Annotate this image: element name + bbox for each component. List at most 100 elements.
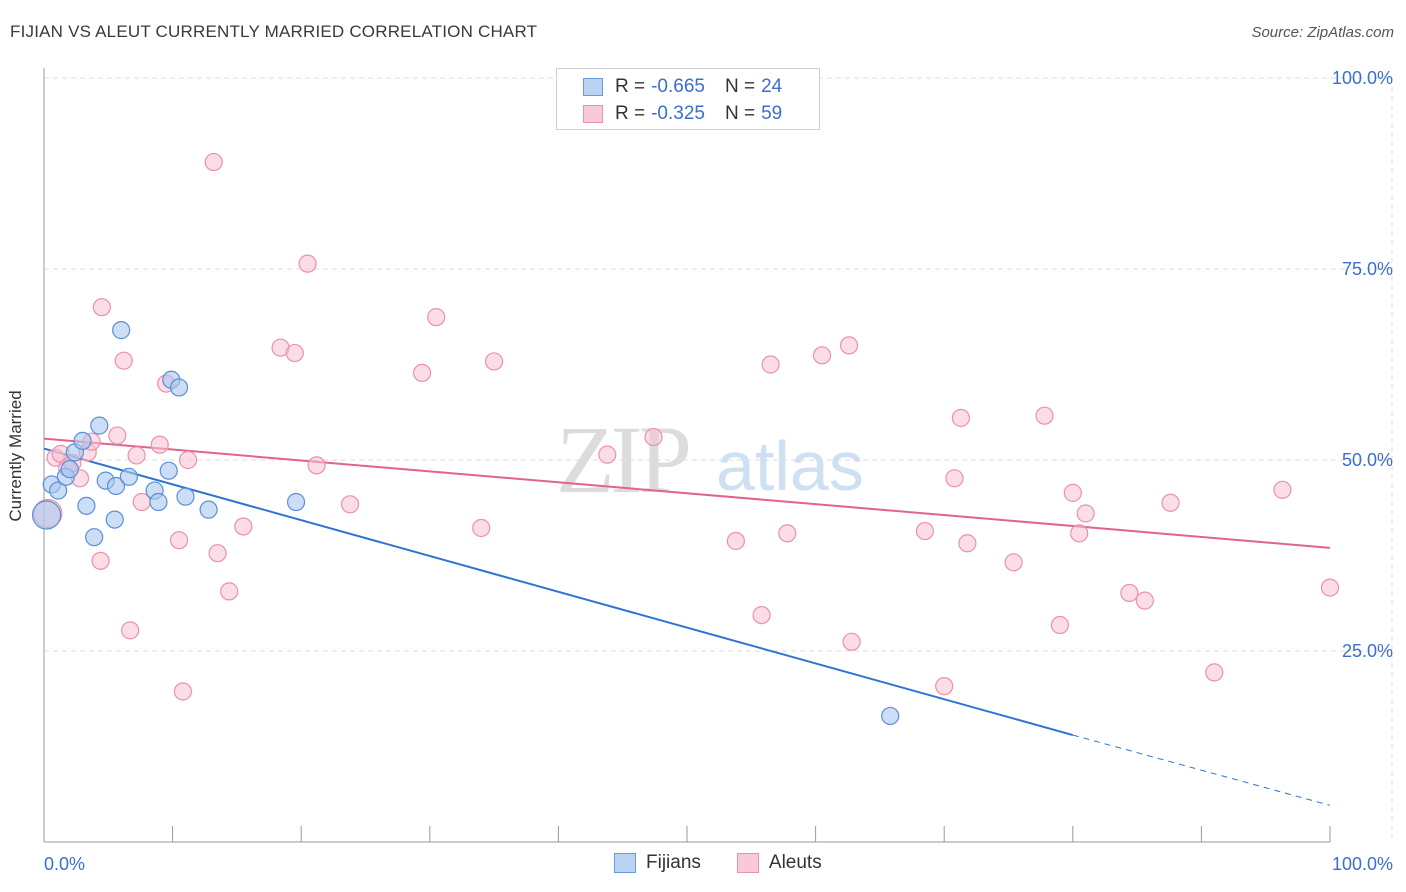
fijian-point [31,500,62,530]
aleut-point [951,408,971,428]
stats-row-aleuts: R = -0.325 N = 59 [583,102,782,126]
aleut-point [114,351,133,370]
r-label: R = [615,103,646,124]
aleut-point [150,435,169,454]
watermark-atlas: atlas [716,427,864,505]
aleut-point [1076,504,1095,523]
aleut-point [1035,406,1054,425]
aleut-point [1070,524,1089,543]
trend-lines [43,437,1331,806]
aleuts-legend-swatch [736,853,759,873]
y-tick-label: 25.0% [1342,641,1393,661]
fijian-point [73,431,92,450]
aleut-point [127,446,146,465]
aleut-point [1050,615,1070,635]
data-points [31,152,1340,726]
fijian-point [159,461,178,480]
fijians-trend-line [43,447,1074,737]
fijian-point [77,496,96,515]
aleut-point [485,352,504,371]
aleut-point [644,427,663,447]
aleut-point [1135,591,1154,610]
r-value: -0.665 [651,76,705,97]
legend-item-aleuts[interactable]: Aleuts [736,852,822,874]
aleut-point [178,450,198,470]
aleut-point [752,605,771,625]
r-label: R = [615,76,646,97]
fijians-swatch [583,78,603,96]
aleuts-trend-line [43,437,1331,549]
legend-label-fijians: Fijians [646,852,701,873]
aleut-point [169,531,189,550]
y-tick-label: 50.0% [1342,450,1393,470]
stats-legend: R = -0.665 N = 24 R = -0.325 N = 59 [556,68,820,130]
n-label: N = [724,103,756,124]
fijian-point [112,321,131,340]
aleut-point [812,346,832,365]
fijians-trend-extension [1072,734,1331,806]
fijian-point [286,492,306,512]
aleut-point [340,495,360,514]
aleut-point [1063,483,1082,502]
aleut-point [298,254,317,273]
aleut-point [1161,493,1180,512]
fijian-point [49,481,68,500]
x-tick-label: 100.0% [1332,854,1393,874]
aleut-point [839,336,859,355]
aleut-point [204,152,223,172]
source-credit: Source: ZipAtlas.com [1251,24,1394,41]
aleut-point [1320,578,1340,597]
fijian-point [60,460,79,479]
fijian-point [106,476,126,496]
aleut-point [173,682,192,701]
x-tick-label: 0.0% [44,854,85,874]
aleut-point [1205,663,1224,682]
y-tick-label: 100.0% [1332,68,1393,88]
n-value: 59 [761,103,783,124]
fijian-point [169,378,189,397]
fijian-point [199,500,218,519]
aleut-point [92,298,111,317]
aleut-point [91,551,110,570]
fijian-point [90,416,109,435]
aleut-point [208,544,227,563]
legend-label-aleuts: Aleuts [768,852,822,873]
aleut-point [945,469,964,488]
fijian-point [149,492,168,512]
n-value: 24 [761,76,783,97]
axes [43,68,1331,843]
chart-title: FIJIAN VS ALEUT CURRENTLY MARRIED CORREL… [10,22,538,41]
stats-row-fijians: R = -0.665 N = 24 [583,75,782,99]
watermark-zip: ZIP [556,406,689,513]
fijian-point [119,467,138,486]
aleut-point [761,355,780,374]
aleut-point [307,456,326,475]
legend-item-fijians[interactable]: Fijians [614,852,701,874]
aleut-point [1273,480,1292,499]
aleut-point [220,582,239,601]
aleut-point [121,621,140,640]
aleut-point [778,524,797,543]
aleut-point [427,308,446,327]
aleut-point [234,517,253,536]
aleut-point [935,677,954,696]
aleut-point [1004,553,1023,572]
series-legend: Fijians Aleuts [614,852,858,874]
aleut-point [915,521,935,541]
fijian-point [881,706,900,726]
aleut-point [108,426,127,445]
aleut-point [412,363,432,383]
tick-labels: 25.0% 50.0% 75.0% 100.0% 0.0% 100.0% [44,68,1393,874]
fijians-legend-swatch [614,853,636,873]
aleuts-swatch [583,105,603,123]
aleut-point [472,518,491,538]
aleut-point [842,632,861,651]
n-label: N = [724,76,756,97]
y-tick-label: 75.0% [1342,259,1393,279]
grid-lines [44,77,1393,842]
r-value: -0.325 [651,103,705,124]
aleut-point [726,531,745,551]
fijian-point [105,510,124,529]
aleut-point [285,343,304,363]
